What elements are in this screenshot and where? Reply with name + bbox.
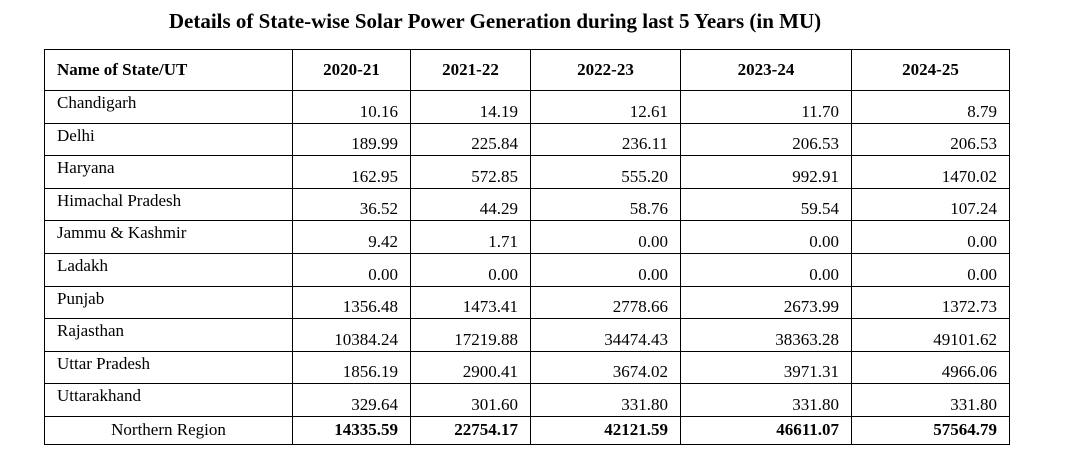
value-cell: 3971.31 <box>680 350 852 385</box>
table-row: Ladakh 0.00 0.00 0.00 0.00 0.00 <box>44 252 1010 287</box>
value-cell: 9.42 <box>292 220 411 254</box>
value-cell: 58.76 <box>530 187 681 222</box>
value-cell: 236.11 <box>530 122 681 157</box>
value-cell: 11.70 <box>680 90 852 124</box>
table-row: Rajasthan 10384.24 17219.88 34474.43 383… <box>44 318 1010 352</box>
value-cell: 1856.19 <box>292 350 411 385</box>
value-cell: 572.85 <box>410 155 531 189</box>
value-cell: 331.80 <box>680 383 852 417</box>
value-cell: 206.53 <box>851 122 1010 157</box>
value-cell: 162.95 <box>292 155 411 189</box>
value-cell: 2778.66 <box>530 285 681 320</box>
table-row: Jammu & Kashmir 9.42 1.71 0.00 0.00 0.00 <box>44 220 1010 254</box>
value-cell: 206.53 <box>680 122 852 157</box>
table-row: Himachal Pradesh 36.52 44.29 58.76 59.54… <box>44 187 1010 222</box>
value-cell: 329.64 <box>292 383 411 417</box>
table-row: Uttar Pradesh 1856.19 2900.41 3674.02 39… <box>44 350 1010 385</box>
table-header-row: Name of State/UT 2020-21 2021-22 2022-23… <box>44 49 1010 91</box>
value-cell: 992.91 <box>680 155 852 189</box>
state-name-cell: Ladakh <box>44 252 293 287</box>
value-cell: 0.00 <box>292 252 411 287</box>
value-cell: 1356.48 <box>292 285 411 320</box>
value-cell: 1372.73 <box>851 285 1010 320</box>
value-cell: 14.19 <box>410 90 531 124</box>
value-cell: 555.20 <box>530 155 681 189</box>
state-name-cell: Jammu & Kashmir <box>44 220 293 254</box>
region-name-cell: Northern Region <box>44 415 293 445</box>
column-header-2021-22: 2021-22 <box>410 49 531 91</box>
value-cell: 107.24 <box>851 187 1010 222</box>
solar-generation-table: Name of State/UT 2020-21 2021-22 2022-23… <box>44 49 1010 445</box>
column-header-2024-25: 2024-25 <box>851 49 1010 91</box>
value-cell: 4966.06 <box>851 350 1010 385</box>
value-cell: 17219.88 <box>410 318 531 352</box>
table-row: Haryana 162.95 572.85 555.20 992.91 1470… <box>44 155 1010 189</box>
value-cell: 0.00 <box>680 252 852 287</box>
state-name-cell: Uttarakhand <box>44 383 293 417</box>
value-cell: 301.60 <box>410 383 531 417</box>
total-row: Northern Region 14335.59 22754.17 42121.… <box>44 415 1010 445</box>
state-name-cell: Rajasthan <box>44 318 293 352</box>
value-cell: 225.84 <box>410 122 531 157</box>
state-name-cell: Uttar Pradesh <box>44 350 293 385</box>
state-name-cell: Punjab <box>44 285 293 320</box>
value-cell: 189.99 <box>292 122 411 157</box>
value-cell: 2673.99 <box>680 285 852 320</box>
value-cell: 3674.02 <box>530 350 681 385</box>
table-row: Delhi 189.99 225.84 236.11 206.53 206.53 <box>44 122 1010 157</box>
value-cell: 10384.24 <box>292 318 411 352</box>
value-cell: 0.00 <box>530 252 681 287</box>
state-name-cell: Delhi <box>44 122 293 157</box>
value-cell: 2900.41 <box>410 350 531 385</box>
total-value-cell: 14335.59 <box>292 415 411 445</box>
total-value-cell: 22754.17 <box>410 415 531 445</box>
table-row: Chandigarh 10.16 14.19 12.61 11.70 8.79 <box>44 90 1010 124</box>
total-value-cell: 57564.79 <box>851 415 1010 445</box>
value-cell: 49101.62 <box>851 318 1010 352</box>
total-value-cell: 46611.07 <box>680 415 852 445</box>
value-cell: 10.16 <box>292 90 411 124</box>
table-row: Punjab 1356.48 1473.41 2778.66 2673.99 1… <box>44 285 1010 320</box>
total-value-cell: 42121.59 <box>530 415 681 445</box>
page-title: Details of State-wise Solar Power Genera… <box>168 9 822 33</box>
value-cell: 0.00 <box>410 252 531 287</box>
column-header-2020-21: 2020-21 <box>292 49 411 91</box>
column-header-2022-23: 2022-23 <box>530 49 681 91</box>
value-cell: 0.00 <box>851 252 1010 287</box>
value-cell: 331.80 <box>530 383 681 417</box>
table-row: Uttarakhand 329.64 301.60 331.80 331.80 … <box>44 383 1010 417</box>
value-cell: 38363.28 <box>680 318 852 352</box>
value-cell: 0.00 <box>680 220 852 254</box>
value-cell: 331.80 <box>851 383 1010 417</box>
column-header-2023-24: 2023-24 <box>680 49 852 91</box>
value-cell: 36.52 <box>292 187 411 222</box>
value-cell: 0.00 <box>851 220 1010 254</box>
value-cell: 1473.41 <box>410 285 531 320</box>
value-cell: 1470.02 <box>851 155 1010 189</box>
value-cell: 0.00 <box>530 220 681 254</box>
state-name-cell: Himachal Pradesh <box>44 187 293 222</box>
column-header-state: Name of State/UT <box>44 49 293 91</box>
state-name-cell: Chandigarh <box>44 90 293 124</box>
value-cell: 44.29 <box>410 187 531 222</box>
state-name-cell: Haryana <box>44 155 293 189</box>
value-cell: 12.61 <box>530 90 681 124</box>
value-cell: 8.79 <box>851 90 1010 124</box>
value-cell: 34474.43 <box>530 318 681 352</box>
value-cell: 1.71 <box>410 220 531 254</box>
value-cell: 59.54 <box>680 187 852 222</box>
